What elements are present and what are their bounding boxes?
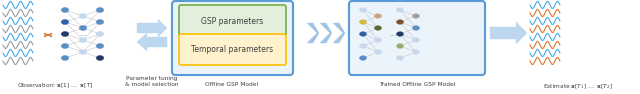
Ellipse shape	[397, 8, 403, 12]
Ellipse shape	[96, 31, 104, 36]
Ellipse shape	[79, 38, 87, 42]
Polygon shape	[137, 23, 158, 33]
Ellipse shape	[61, 44, 68, 49]
Text: Observation: $\mathbf{x}$[1] ...  $\mathbf{x}$[T]: Observation: $\mathbf{x}$[1] ... $\mathb…	[17, 82, 93, 90]
Ellipse shape	[360, 56, 367, 60]
Ellipse shape	[79, 50, 87, 55]
Polygon shape	[158, 19, 167, 37]
Text: Temporal parameters: Temporal parameters	[191, 45, 273, 55]
Text: Estimate $\mathbf{x}$[$T_1$] ...  $\mathbf{x}$[$T_2$]: Estimate $\mathbf{x}$[$T_1$] ... $\mathb…	[543, 82, 613, 91]
Ellipse shape	[413, 14, 419, 18]
FancyBboxPatch shape	[179, 34, 286, 65]
Ellipse shape	[61, 8, 68, 13]
Ellipse shape	[61, 55, 68, 61]
Text: Parameter tuning
& model selection: Parameter tuning & model selection	[125, 76, 179, 87]
Ellipse shape	[360, 44, 367, 48]
Polygon shape	[137, 33, 147, 51]
Ellipse shape	[413, 50, 419, 54]
Polygon shape	[333, 23, 345, 43]
Ellipse shape	[360, 8, 367, 12]
Ellipse shape	[374, 14, 381, 18]
Ellipse shape	[96, 55, 104, 61]
Ellipse shape	[413, 38, 419, 42]
Text: Offline GSP Model: Offline GSP Model	[205, 82, 259, 87]
Ellipse shape	[61, 19, 68, 25]
Polygon shape	[307, 23, 319, 43]
Ellipse shape	[96, 44, 104, 49]
Text: ...: ...	[79, 30, 87, 39]
FancyBboxPatch shape	[179, 5, 286, 36]
Polygon shape	[490, 27, 516, 39]
Ellipse shape	[96, 8, 104, 13]
Polygon shape	[147, 37, 167, 47]
Ellipse shape	[79, 25, 87, 30]
Ellipse shape	[360, 32, 367, 36]
Ellipse shape	[397, 44, 403, 48]
Ellipse shape	[96, 19, 104, 25]
Text: ...: ...	[389, 28, 397, 38]
Ellipse shape	[61, 31, 68, 36]
Ellipse shape	[360, 20, 367, 24]
Polygon shape	[516, 22, 527, 44]
Ellipse shape	[79, 14, 87, 19]
Ellipse shape	[374, 50, 381, 54]
Text: GSP parameters: GSP parameters	[201, 17, 263, 25]
Polygon shape	[320, 23, 332, 43]
Ellipse shape	[374, 26, 381, 30]
Ellipse shape	[413, 26, 419, 30]
Text: Trained Offline GSP Model: Trained Offline GSP Model	[379, 82, 455, 87]
Ellipse shape	[374, 38, 381, 42]
Ellipse shape	[397, 20, 403, 24]
Ellipse shape	[397, 32, 403, 36]
FancyBboxPatch shape	[349, 1, 485, 75]
FancyBboxPatch shape	[172, 1, 293, 75]
Ellipse shape	[397, 56, 403, 60]
